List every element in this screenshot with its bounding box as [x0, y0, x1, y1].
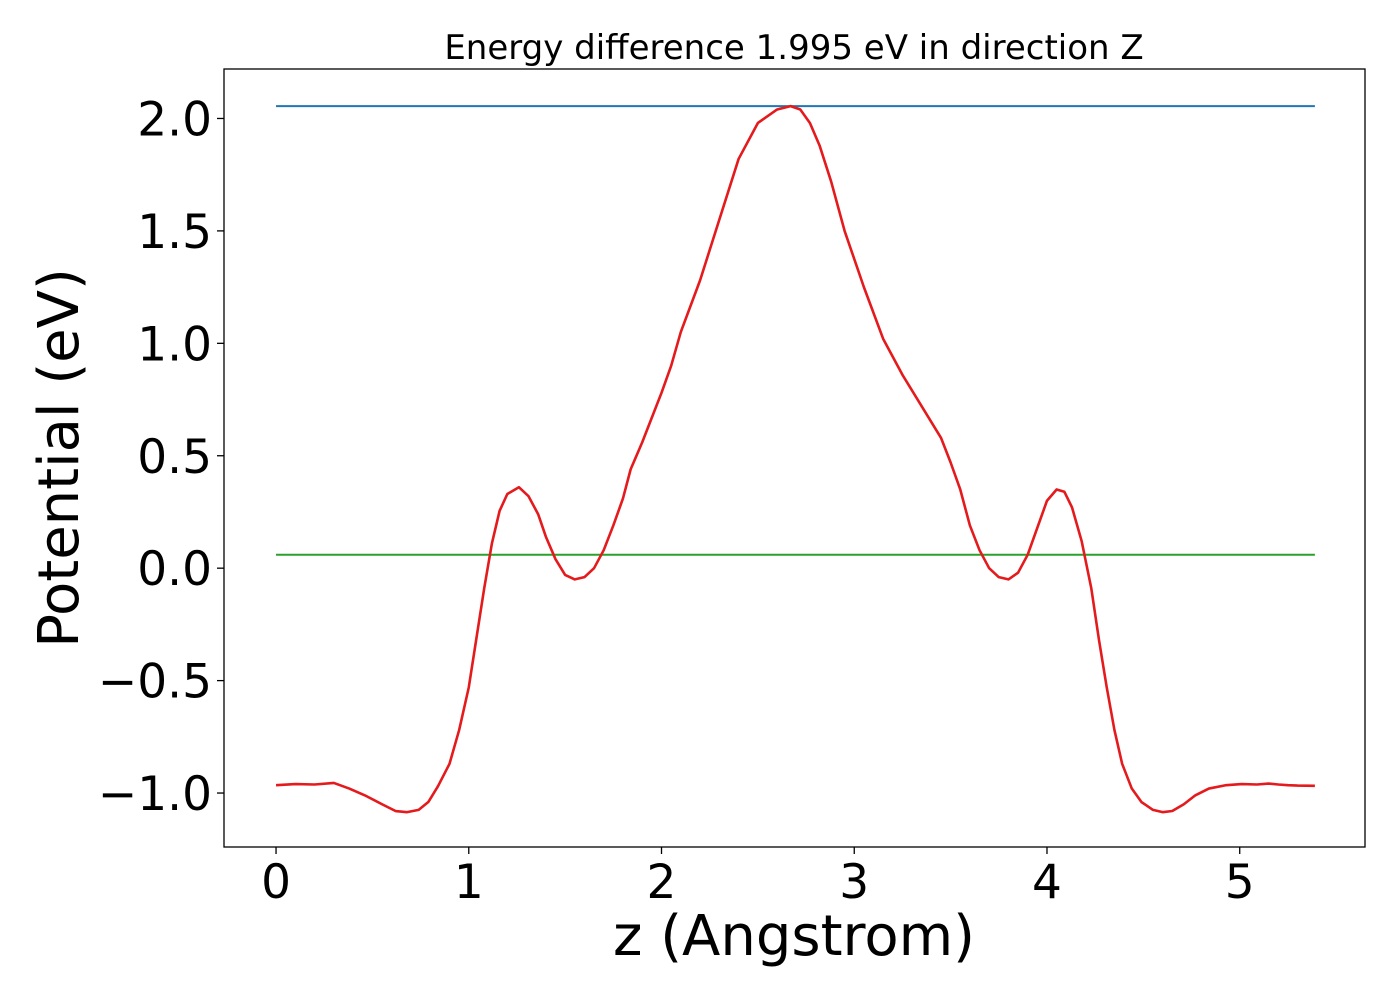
series-line-3: [275, 104, 1315, 814]
y-tick-label: −1.0: [98, 767, 212, 822]
y-axis-label: Potential (eV): [27, 268, 92, 648]
x-tick-label: 5: [1225, 855, 1255, 910]
plot-frame: [223, 68, 1366, 848]
series-layer: [275, 104, 1315, 814]
x-axis-label: z (Angstrom): [613, 904, 975, 969]
chart-title: Energy difference 1.995 eV in direction …: [444, 28, 1143, 68]
y-tick-label: −0.5: [98, 655, 212, 710]
y-tick-label: 1.0: [137, 317, 212, 372]
y-axis-ticks: −1.0 −0.5 0.0 0.5 1.0 1.5 2.0: [98, 92, 224, 822]
x-tick-label: 4: [1032, 855, 1062, 910]
y-tick-label: 0.0: [137, 542, 212, 597]
y-tick-label: 0.5: [137, 430, 212, 485]
y-tick-label: 2.0: [137, 92, 212, 147]
x-tick-label: 3: [839, 855, 869, 910]
x-tick-label: 1: [454, 855, 484, 910]
x-axis-ticks: 0 1 2 3 4 5: [261, 847, 1255, 910]
y-tick-label: 1.5: [137, 205, 212, 260]
x-tick-label: 2: [647, 855, 677, 910]
x-tick-label: 0: [261, 855, 291, 910]
